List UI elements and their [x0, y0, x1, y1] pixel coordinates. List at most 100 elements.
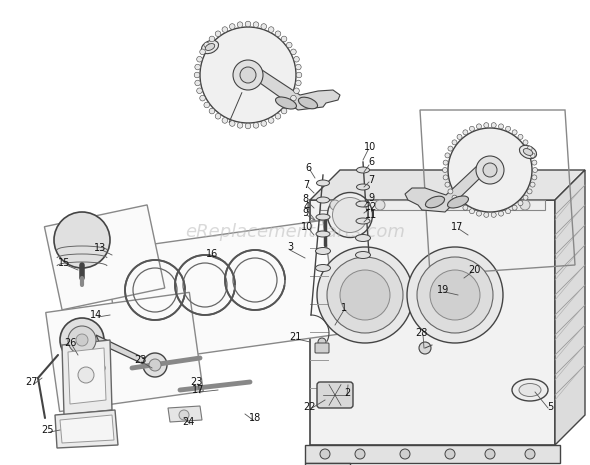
Circle shape [287, 42, 292, 48]
Text: 28: 28 [415, 328, 427, 338]
Circle shape [463, 130, 468, 135]
Circle shape [200, 49, 205, 55]
Ellipse shape [333, 198, 368, 232]
Circle shape [457, 200, 462, 206]
Text: 13: 13 [94, 243, 106, 253]
Circle shape [143, 353, 167, 377]
Polygon shape [405, 165, 480, 212]
Circle shape [327, 257, 403, 333]
Circle shape [430, 270, 480, 320]
Circle shape [330, 200, 340, 210]
Polygon shape [105, 220, 339, 365]
Circle shape [530, 182, 535, 187]
Circle shape [448, 146, 453, 151]
Ellipse shape [356, 201, 370, 207]
Circle shape [317, 247, 413, 343]
Ellipse shape [327, 193, 372, 238]
Circle shape [419, 342, 431, 354]
Ellipse shape [316, 180, 329, 186]
Circle shape [443, 175, 448, 180]
Circle shape [230, 24, 235, 29]
Ellipse shape [519, 384, 541, 397]
Circle shape [275, 113, 281, 119]
Circle shape [294, 56, 299, 62]
Polygon shape [320, 200, 545, 210]
Ellipse shape [276, 97, 297, 109]
Circle shape [196, 88, 202, 93]
Ellipse shape [356, 234, 371, 241]
Text: 23: 23 [134, 355, 146, 365]
Circle shape [484, 213, 489, 217]
Ellipse shape [425, 196, 444, 208]
Circle shape [485, 449, 495, 459]
Circle shape [443, 160, 448, 165]
Circle shape [442, 167, 447, 173]
Circle shape [179, 410, 189, 420]
Circle shape [204, 102, 209, 108]
Circle shape [407, 247, 503, 343]
Text: 6: 6 [368, 157, 374, 167]
Polygon shape [305, 463, 350, 465]
Circle shape [318, 338, 326, 346]
Ellipse shape [316, 231, 330, 237]
Circle shape [506, 126, 510, 131]
Ellipse shape [316, 265, 330, 272]
Circle shape [448, 189, 453, 194]
Circle shape [375, 200, 385, 210]
Circle shape [470, 126, 474, 131]
Circle shape [518, 134, 523, 140]
Circle shape [527, 146, 532, 151]
Circle shape [532, 175, 537, 180]
Circle shape [215, 113, 221, 119]
Ellipse shape [519, 146, 536, 159]
Circle shape [194, 72, 200, 78]
Text: 20: 20 [468, 265, 480, 275]
Ellipse shape [448, 196, 468, 208]
Circle shape [237, 22, 243, 27]
Circle shape [233, 60, 263, 90]
Circle shape [470, 209, 474, 214]
Circle shape [268, 118, 274, 123]
Polygon shape [260, 70, 340, 110]
Circle shape [520, 200, 530, 210]
Text: 3: 3 [287, 242, 293, 252]
Text: 17: 17 [451, 222, 463, 232]
Polygon shape [62, 340, 112, 415]
Polygon shape [555, 170, 585, 445]
Text: 12: 12 [365, 202, 377, 212]
Circle shape [448, 128, 532, 212]
Text: 24: 24 [182, 417, 194, 427]
Text: 8: 8 [302, 194, 308, 204]
FancyBboxPatch shape [317, 382, 353, 408]
Polygon shape [60, 415, 114, 443]
Circle shape [261, 24, 267, 29]
Text: 5: 5 [547, 402, 553, 412]
Text: 10: 10 [364, 142, 376, 152]
Circle shape [506, 209, 510, 214]
Circle shape [253, 123, 259, 128]
Circle shape [512, 130, 517, 135]
Circle shape [445, 449, 455, 459]
Circle shape [452, 195, 457, 200]
Circle shape [261, 121, 267, 126]
Circle shape [533, 167, 537, 173]
Circle shape [296, 64, 301, 70]
Text: 14: 14 [90, 310, 102, 320]
Circle shape [237, 123, 243, 128]
Text: 23: 23 [190, 377, 202, 387]
Circle shape [525, 449, 535, 459]
Polygon shape [44, 205, 165, 310]
Circle shape [222, 118, 228, 123]
Ellipse shape [512, 379, 548, 401]
Circle shape [296, 80, 301, 86]
Polygon shape [310, 170, 585, 200]
Text: 2: 2 [344, 388, 350, 398]
Text: 26: 26 [64, 338, 76, 348]
Circle shape [245, 123, 251, 129]
Circle shape [475, 200, 485, 210]
Circle shape [452, 140, 457, 145]
Circle shape [476, 156, 504, 184]
Text: eReplacementParts.com: eReplacementParts.com [185, 224, 405, 241]
Circle shape [477, 124, 481, 129]
Circle shape [445, 182, 450, 187]
